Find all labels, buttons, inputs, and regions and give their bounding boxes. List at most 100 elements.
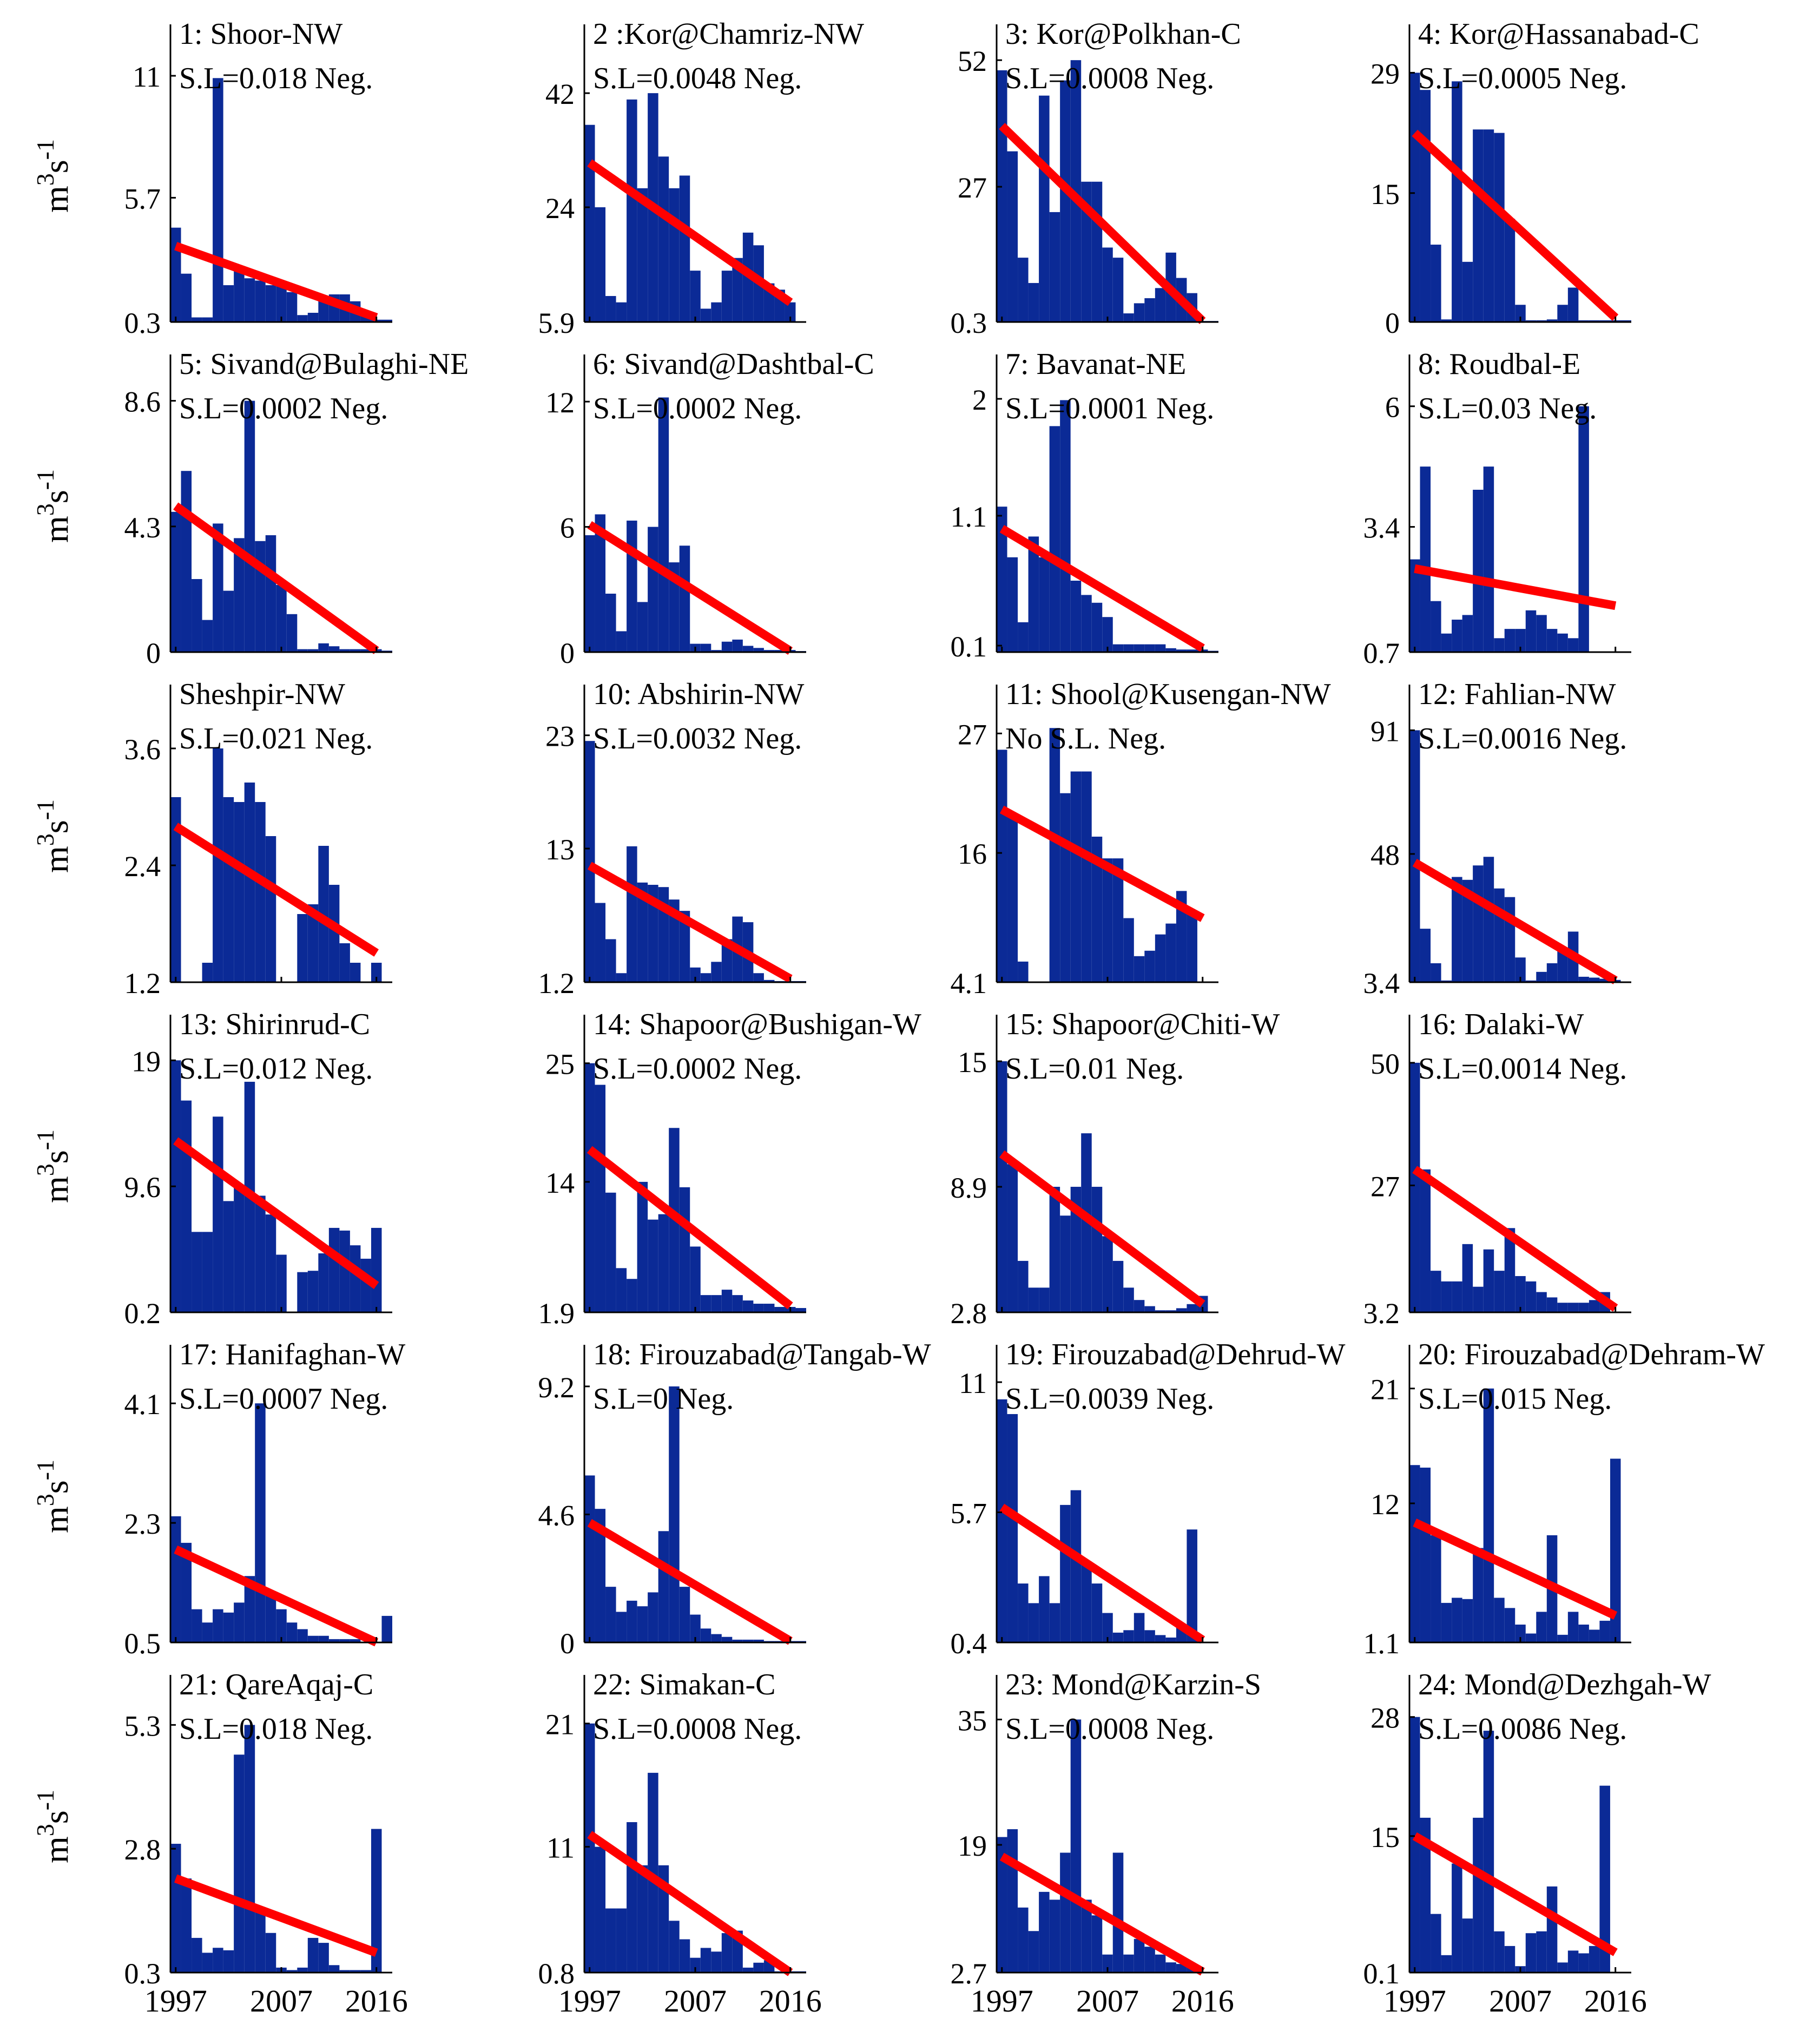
bar-14-2001 [627,1279,637,1312]
bar-1-1997 [170,227,181,322]
y-tick-label-4-1: 15 [1370,178,1400,211]
bar-16-2004 [1483,1249,1494,1312]
bar-12-2006 [1504,897,1515,982]
unit-exp-3: 3 [31,1494,59,1506]
bar-14-2015 [774,1307,785,1312]
bar-20-2004 [1483,1388,1494,1642]
bar-23-2006 [1091,1915,1103,1973]
panel-sl-text-8: S.L=0.03 Neg. [1418,392,1597,425]
y-tick-label-13-2: 19 [131,1045,161,1077]
bar-18-2003 [648,1592,658,1642]
bar-7-2013 [1165,648,1176,652]
unit-exp-3: 3 [31,503,59,516]
unit-s: s [37,1810,75,1824]
bar-13-2009 [297,1272,308,1312]
bar-6-2002 [637,602,648,652]
bar-19-2000 [1028,1603,1039,1642]
bar-19-2006 [1091,1583,1103,1642]
bar-3-2005 [1081,181,1092,322]
bar-19-2004 [1070,1490,1082,1642]
bar-23-2010 [1134,1938,1145,1973]
bar-16-2013 [1578,1303,1589,1312]
chart-panel-23: 2.7 19 35 1997 2007 2016 23: Mond@Karzin-S S.L=… [951,1668,1262,2019]
bar-22-2013 [753,1962,764,1973]
bar-14-2006 [679,1187,690,1312]
panel-title-3: 3: Kor@Polkhan-C [1005,17,1241,51]
bar-17-2011 [318,1635,329,1642]
y-tick-label-5-1: 4.3 [124,511,161,544]
bar-19-2009 [1123,1630,1134,1642]
bar-10-2002 [637,882,648,982]
trend-line-24 [1412,1832,1618,1956]
bar-6-2011 [732,639,743,652]
bar-7-2002 [1049,426,1060,652]
bar-19-2013 [1165,1637,1176,1642]
bar-4-2002 [1462,261,1473,322]
x-tick-label-24-0: 1997 [1383,1983,1446,2019]
bar-12-2003 [1473,865,1484,982]
bar-15-1998 [1007,1164,1018,1312]
unit-exp-neg1: -1 [31,799,59,820]
bar-5-2000 [202,620,213,652]
bar-16-2010 [1546,1297,1558,1312]
bar-17-2004 [244,1576,255,1642]
bar-24-2010 [1546,1886,1558,1973]
bar-13-2016 [371,1227,382,1312]
y-tick-label-15-2: 15 [958,1046,987,1079]
bar-12-2005 [1494,888,1505,982]
y-tick-label-23-0: 2.7 [951,1957,987,1990]
bar-13-2013 [339,1230,350,1312]
bar-22-1999 [605,1908,616,1973]
y-tick-label-15-0: 2.8 [951,1297,987,1330]
bar-4-1998 [1420,90,1431,323]
y-tick-label-4-2: 29 [1370,57,1400,90]
bar-6-2001 [627,521,637,652]
unit-exp-3: 3 [31,1164,59,1176]
bar-11-2010 [1134,956,1145,982]
bar-13-2005 [255,1195,266,1312]
y-tick-label-24-2: 28 [1370,1702,1400,1734]
bar-20-2002 [1462,1599,1473,1642]
y-tick-label-20-2: 21 [1370,1373,1400,1406]
bar-9-2002 [223,797,234,982]
bar-5-2014 [350,649,361,652]
bar-6-2015 [774,650,785,652]
bar-23-2005 [1081,1900,1092,1973]
bar-8-1999 [1431,601,1441,652]
chart-panel-12: 3.4 48 91 12: Fahlian-NW S.L=0.0016 Neg. [1363,678,1631,1000]
y-tick-label-20-0: 1.1 [1363,1627,1400,1660]
bar-18-1998 [595,1509,606,1642]
bar-10-2014 [763,980,775,982]
bar-22-2012 [742,1967,754,1973]
bar-24-2013 [1578,1953,1589,1973]
bar-6-1997 [584,535,595,652]
bar-21-2015 [360,1970,371,1973]
bar-21-2010 [307,1937,319,1973]
bar-2-2016 [785,302,796,322]
bar-15-2013 [1165,1310,1176,1312]
panel-sl-text-7: S.L=0.0001 Neg. [1005,392,1214,425]
bar-8-2011 [1557,633,1568,652]
panel-title-7: 7: Bavanat-NE [1005,347,1186,381]
panel-sl-text-3: S.L=0.0008 Neg. [1005,62,1214,95]
bar-7-2004 [1070,581,1082,652]
bar-14-2007 [690,1246,701,1312]
panel-title-17: 17: Hanifaghan-W [179,1338,405,1371]
trend-line-4 [1412,129,1619,321]
trend-line-17 [174,1545,379,1647]
bar-17-2008 [286,1622,298,1642]
bar-5-2002 [223,590,234,652]
panel-title-6: 6: Sivand@Dashtbal-C [593,347,874,381]
bar-10-2005 [669,899,680,982]
unit-exp-3: 3 [31,1824,59,1836]
panel-sl-text-1: S.L=0.018 Neg. [179,62,373,95]
bar-17-2003 [234,1602,245,1642]
bar-3-1998 [1007,151,1018,322]
bar-7-2008 [1112,644,1124,652]
chart-panel-8: 0.7 3.4 6 8: Roudbal-E S.L=0.03 Neg. [1363,347,1631,669]
unit-m: m [37,516,75,543]
bar-8-2007 [1515,629,1526,652]
bar-23-2000 [1028,1931,1039,1973]
bar-5-2008 [286,614,298,652]
bar-4-2005 [1494,133,1505,322]
